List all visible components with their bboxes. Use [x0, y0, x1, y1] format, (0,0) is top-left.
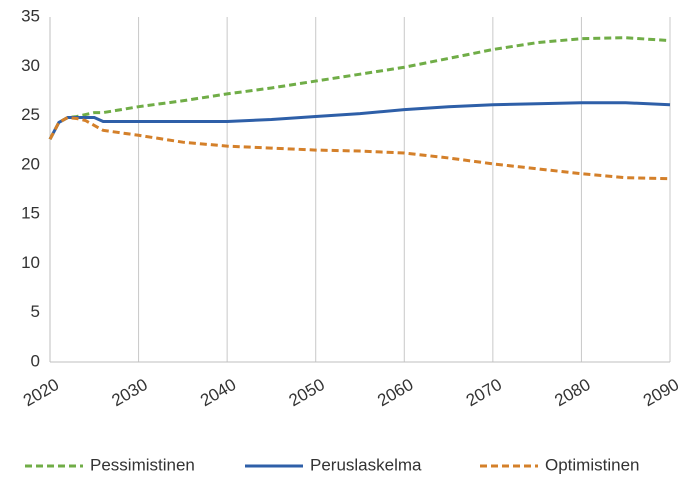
- x-tick-label: 2070: [463, 375, 505, 410]
- x-tick-label: 2090: [640, 375, 680, 410]
- y-tick-label: 30: [21, 56, 40, 75]
- y-tick-label: 20: [21, 154, 40, 173]
- y-tick-label: 5: [31, 302, 40, 321]
- legend-label: Optimistinen: [545, 455, 639, 474]
- legend-label: Pessimistinen: [90, 455, 195, 474]
- x-tick-label: 2050: [286, 375, 328, 410]
- series-line: [48, 101, 671, 140]
- y-tick-label: 15: [21, 204, 40, 223]
- series-line: [48, 115, 671, 181]
- y-tick-label: 10: [21, 253, 40, 272]
- y-tick-label: 0: [31, 351, 40, 370]
- x-tick-label: 2080: [551, 375, 593, 410]
- series-line: [48, 36, 671, 140]
- x-tick-label: 2020: [20, 375, 62, 410]
- y-tick-label: 35: [21, 6, 40, 25]
- x-tick-label: 2040: [197, 375, 239, 410]
- legend-label: Peruslaskelma: [310, 455, 422, 474]
- x-tick-label: 2030: [109, 375, 151, 410]
- x-tick-label: 2060: [374, 375, 416, 410]
- y-tick-label: 25: [21, 105, 40, 124]
